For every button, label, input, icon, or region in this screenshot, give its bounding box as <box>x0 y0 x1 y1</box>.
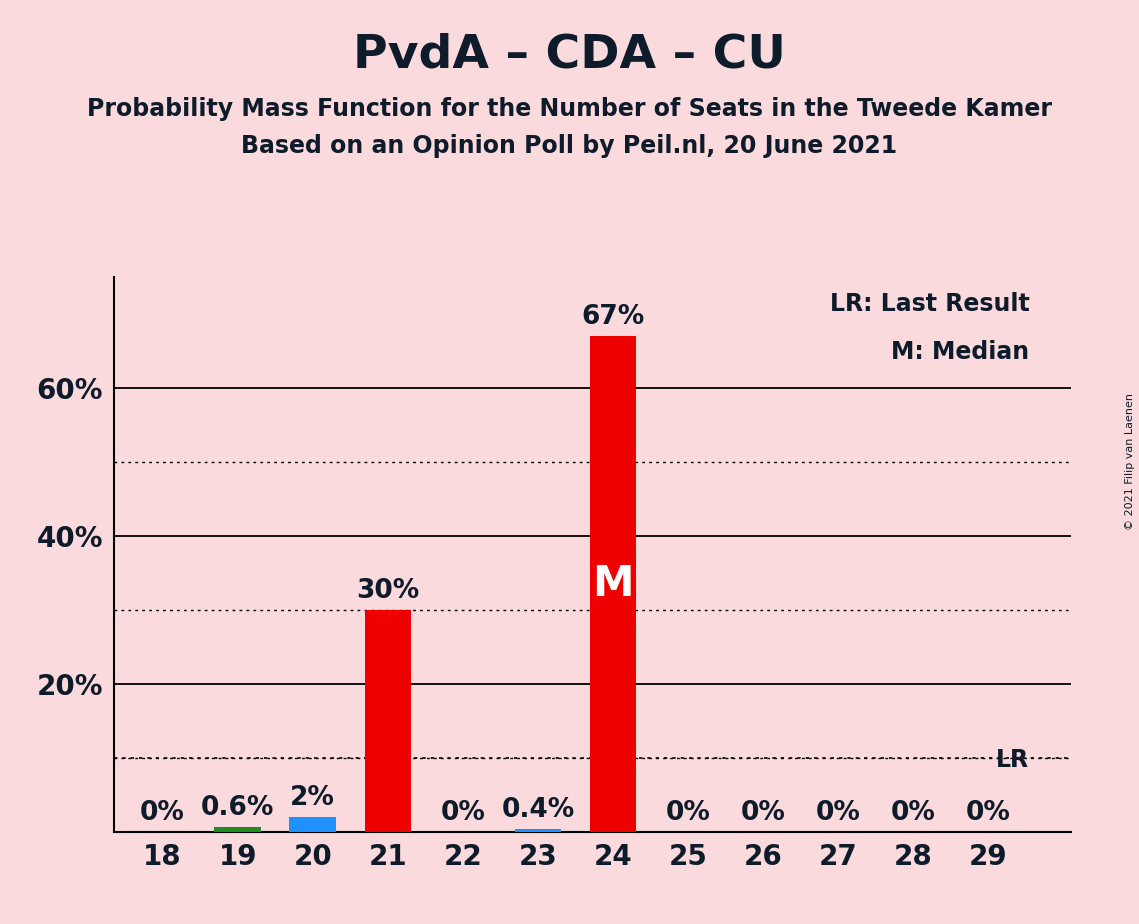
Bar <box>289 817 336 832</box>
Text: 0%: 0% <box>740 799 786 826</box>
Text: 0.4%: 0.4% <box>501 796 574 822</box>
Text: M: M <box>592 563 633 605</box>
Bar <box>590 336 637 832</box>
Text: 2%: 2% <box>290 784 335 811</box>
Text: PvdA – CDA – CU: PvdA – CDA – CU <box>353 32 786 78</box>
Text: 0%: 0% <box>441 799 485 826</box>
Text: LR: Last Result: LR: Last Result <box>829 292 1030 316</box>
Text: © 2021 Filip van Laenen: © 2021 Filip van Laenen <box>1125 394 1134 530</box>
Text: 67%: 67% <box>581 304 645 331</box>
Text: LR: LR <box>997 748 1030 772</box>
Text: 0%: 0% <box>966 799 1010 826</box>
Text: 0%: 0% <box>891 799 935 826</box>
Text: 0%: 0% <box>140 799 186 826</box>
Text: Based on an Opinion Poll by Peil.nl, 20 June 2021: Based on an Opinion Poll by Peil.nl, 20 … <box>241 134 898 158</box>
Text: 0.6%: 0.6% <box>200 796 274 821</box>
Bar <box>364 610 411 832</box>
Text: 0%: 0% <box>816 799 860 826</box>
Bar <box>515 829 562 832</box>
Text: Probability Mass Function for the Number of Seats in the Tweede Kamer: Probability Mass Function for the Number… <box>87 97 1052 121</box>
Text: M: Median: M: Median <box>891 340 1030 364</box>
Text: 30%: 30% <box>357 578 419 604</box>
Text: 0%: 0% <box>665 799 711 826</box>
Bar <box>214 827 261 832</box>
